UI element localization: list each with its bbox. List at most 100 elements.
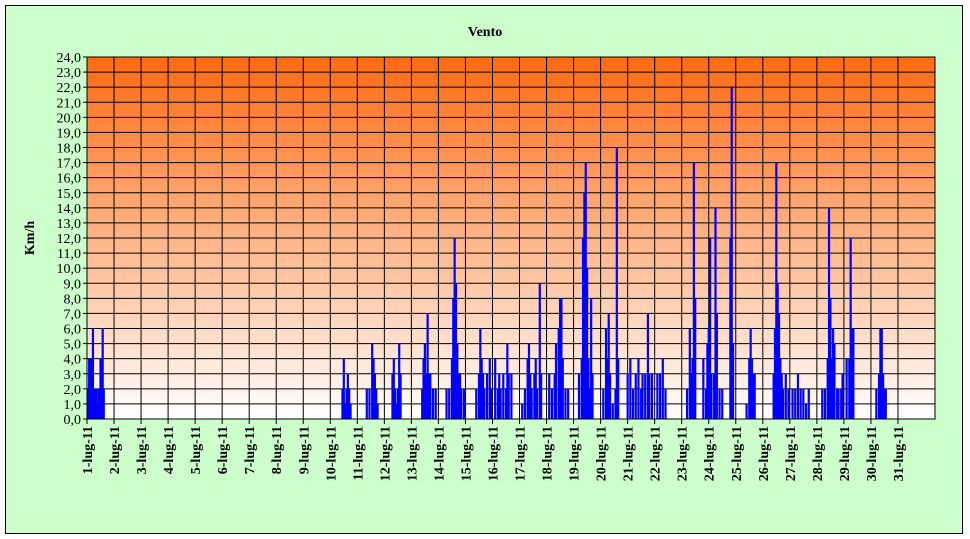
wind-bar — [779, 358, 782, 419]
wind-bar — [784, 373, 787, 419]
wind-bar — [804, 403, 808, 419]
wind-bar — [558, 298, 562, 419]
x-tick-label: 25-lug-11 — [730, 426, 745, 481]
wind-bar — [521, 403, 524, 419]
x-tick-label: 19-lug-11 — [568, 426, 583, 481]
y-tick-label: 12,0 — [57, 232, 82, 247]
wind-bar — [614, 388, 617, 419]
wind-bar — [833, 343, 836, 419]
wind-bar — [631, 388, 635, 419]
wind-bar — [721, 388, 724, 419]
x-tick-label: 24-lug-11 — [703, 426, 718, 481]
wind-bar — [494, 358, 497, 419]
wind-bar — [452, 298, 455, 419]
x-tick-label: 26-lug-11 — [757, 426, 772, 481]
wind-bar — [533, 373, 536, 419]
plot-border — [86, 56, 936, 420]
y-tick-label: 21,0 — [57, 96, 82, 111]
wind-bar — [507, 373, 510, 419]
wind-bar — [423, 343, 427, 419]
wind-bar — [577, 373, 581, 419]
wind-bar — [479, 328, 482, 419]
x-tick-label: 4-lug-11 — [162, 426, 177, 474]
wind-bar — [371, 343, 374, 419]
wind-bar — [615, 147, 618, 419]
wind-bar — [880, 328, 883, 419]
wind-bar — [882, 373, 885, 419]
y-tick-label: 14,0 — [57, 202, 82, 217]
wind-bar — [450, 358, 454, 419]
wind-bar — [841, 373, 844, 419]
wind-bar — [879, 328, 882, 419]
wind-bar — [481, 373, 485, 419]
wind-bar — [346, 373, 349, 419]
x-tick-label: 3-lug-11 — [135, 426, 150, 474]
chart-title: Vento — [468, 25, 503, 40]
y-tick-label: 10,0 — [57, 262, 82, 277]
wind-bar — [629, 358, 632, 419]
wind-bar — [830, 358, 833, 419]
wind-bar — [376, 403, 379, 419]
wind-bar — [604, 328, 608, 419]
wind-bar — [529, 373, 532, 419]
wind-bar — [664, 388, 667, 419]
wind-bar — [425, 373, 428, 419]
x-tick-label: 10-lug-11 — [324, 426, 339, 481]
wind-bar — [587, 358, 590, 419]
wind-bar — [431, 388, 435, 419]
wind-bar — [392, 358, 395, 419]
y-tick-label: 15,0 — [57, 187, 82, 202]
wind-bar — [848, 358, 851, 419]
wind-bar — [852, 328, 855, 419]
wind-bar — [714, 207, 717, 419]
wind-bar — [658, 373, 662, 419]
wind-bar — [488, 358, 491, 419]
wind-bar — [498, 373, 501, 419]
wind-bar — [399, 373, 402, 419]
y-tick-label: 2,0 — [64, 383, 82, 398]
wind-bar — [791, 388, 794, 419]
x-tick-label: 22-lug-11 — [649, 426, 664, 481]
wind-bar — [445, 388, 448, 419]
wind-bar — [548, 373, 551, 419]
wind-bar — [796, 373, 800, 419]
wind-bar — [776, 283, 779, 419]
wind-bar — [398, 343, 401, 419]
wind-bar — [427, 373, 431, 419]
y-tick-label: 0,0 — [64, 413, 82, 428]
wind-bar — [826, 358, 829, 419]
y-tick-label: 20,0 — [57, 111, 82, 126]
wind-bar — [342, 358, 345, 419]
wind-bar — [506, 343, 509, 419]
wind-bar — [567, 388, 570, 419]
y-tick-label: 13,0 — [57, 217, 82, 232]
x-tick-label: 17-lug-11 — [514, 426, 529, 481]
x-tick-label: 15-lug-11 — [459, 426, 474, 481]
wind-bar — [527, 343, 531, 419]
wind-bar — [457, 373, 460, 419]
wind-bar — [730, 87, 733, 420]
wind-bar — [713, 373, 716, 419]
wind-bar — [787, 388, 790, 419]
wind-bar — [641, 373, 644, 419]
wind-bar — [718, 388, 721, 419]
wind-bar — [477, 373, 481, 419]
y-axis-ticks: 0,01,02,03,04,05,06,07,08,09,010,011,012… — [57, 51, 87, 428]
wind-bar — [485, 373, 489, 419]
wind-bar — [644, 373, 647, 419]
wind-bar — [530, 388, 533, 419]
y-tick-label: 3,0 — [64, 368, 82, 383]
wind-bar — [775, 162, 778, 420]
y-axis-label: Km/h — [23, 221, 38, 255]
wind-bar — [749, 328, 752, 419]
wind-bar — [640, 388, 643, 419]
wind-bar — [480, 358, 483, 419]
wind-bar — [535, 388, 539, 419]
wind-bar — [581, 238, 585, 419]
wind-bar — [453, 238, 456, 419]
wind-bar — [840, 388, 843, 419]
wind-bar — [626, 373, 629, 419]
wind-bar — [372, 358, 375, 419]
wind-bar — [607, 313, 610, 419]
x-tick-label: 6-lug-11 — [216, 426, 231, 474]
